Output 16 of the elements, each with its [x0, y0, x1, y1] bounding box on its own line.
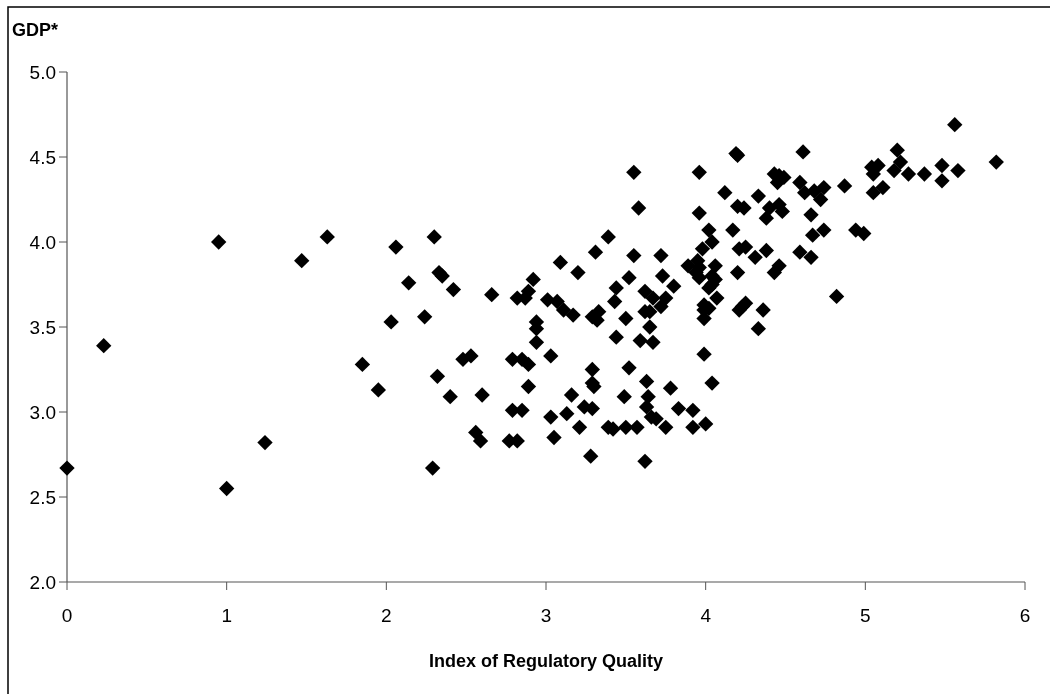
x-axis-title: Index of Regulatory Quality: [428, 651, 664, 671]
x-tick-label: 3: [540, 605, 552, 626]
y-tick-label: 2.0: [29, 571, 56, 593]
y-tick-label: 5.0: [29, 61, 56, 83]
x-tick-label: 0: [61, 605, 73, 626]
y-tick-label: 3.5: [29, 316, 56, 338]
y-tick-label: 3.0: [29, 401, 56, 423]
x-tick-label: 6: [1019, 605, 1031, 626]
y-tick-label: 4.5: [29, 146, 56, 168]
x-tick-label: 4: [700, 605, 712, 626]
x-tick-label: 1: [221, 605, 232, 626]
y-tick-label: 4.0: [29, 231, 56, 253]
y-axis-title: GDP*: [12, 20, 59, 40]
y-tick-label: 2.5: [29, 486, 56, 508]
x-tick-label: 5: [860, 605, 871, 626]
x-tick-label: 2: [381, 605, 392, 626]
